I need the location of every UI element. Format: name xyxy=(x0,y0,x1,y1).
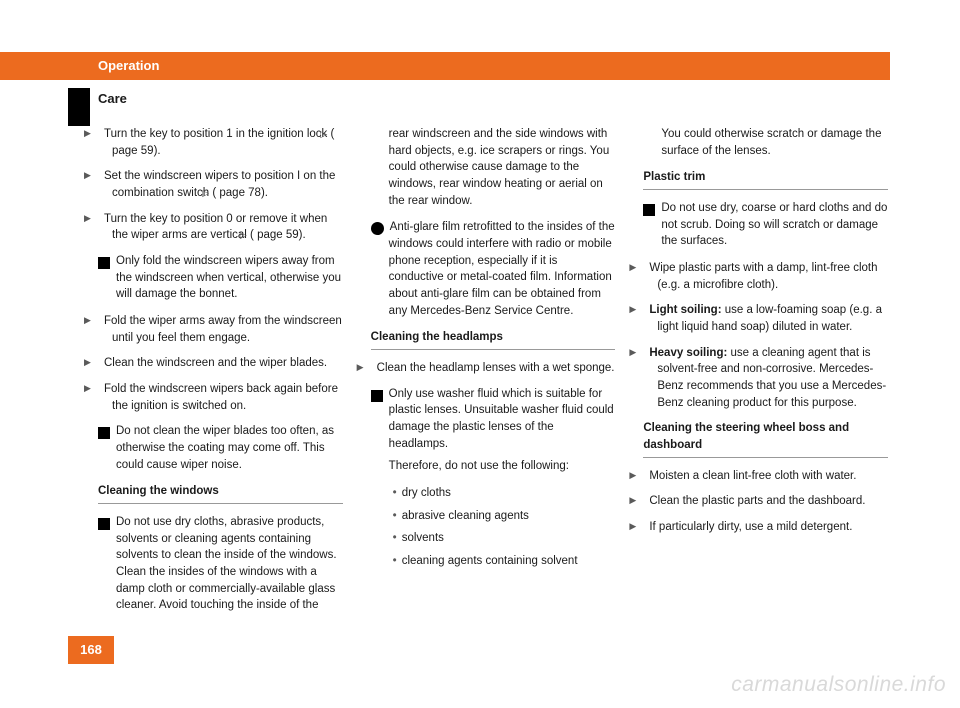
column-1: ▶Turn the key to position 1 in the ignit… xyxy=(98,126,343,624)
header-bar: Operation xyxy=(0,52,890,80)
step: ▶Turn the key to position 1 in the ignit… xyxy=(98,126,343,159)
column-2: rear windscreen and the side windows wit… xyxy=(371,126,616,624)
sub-heading: Plastic trim xyxy=(643,169,888,190)
list-item: •dry cloths xyxy=(389,485,616,502)
sub-heading: Cleaning the steering wheel boss and das… xyxy=(643,420,888,457)
step: ▶Set the windscreen wipers to position I… xyxy=(98,168,343,201)
step: ▶Clean the headlamp lenses with a wet sp… xyxy=(371,360,616,377)
continuation-text: rear windscreen and the side windows wit… xyxy=(371,126,616,209)
content-columns: ▶Turn the key to position 1 in the ignit… xyxy=(98,126,888,624)
sub-heading: Cleaning the headlamps xyxy=(371,329,616,350)
bullet-icon: • xyxy=(393,532,397,544)
warning-icon: ! xyxy=(98,257,110,269)
continuation-text: You could otherwise scratch or damage th… xyxy=(643,126,888,159)
warning-icon: ! xyxy=(371,390,383,402)
warning-icon: ! xyxy=(98,427,110,439)
step: ▶Clean the windscreen and the wiper blad… xyxy=(98,355,343,372)
section-title: Care xyxy=(98,90,127,109)
warning-icon: ! xyxy=(643,204,655,216)
warning-note: !Do not clean the wiper blades too often… xyxy=(98,423,343,473)
bullet-icon: • xyxy=(393,555,397,567)
warning-note: !Only fold the windscreen wipers away fr… xyxy=(98,253,343,303)
list-item: •cleaning agents containing solvent xyxy=(389,553,616,570)
list-item: •solvents xyxy=(389,530,616,547)
header-title: Operation xyxy=(98,57,159,76)
info-note: iAnti-glare film retrofitted to the insi… xyxy=(371,219,616,319)
warning-note: !Only use washer fluid which is suitable… xyxy=(371,386,616,453)
step: ▶Heavy soiling: use a cleaning agent tha… xyxy=(643,345,888,412)
note-continuation: Therefore, do not use the following: xyxy=(371,458,616,475)
step: ▶Clean the plastic parts and the dashboa… xyxy=(643,493,888,510)
step: ▶If particularly dirty, use a mild deter… xyxy=(643,519,888,536)
watermark: carmanualsonline.info xyxy=(731,670,946,700)
bullet-icon: • xyxy=(393,510,397,522)
column-3: You could otherwise scratch or damage th… xyxy=(643,126,888,624)
warning-note: !Do not use dry, coarse or hard cloths a… xyxy=(643,200,888,250)
step: ▶Light soiling: use a low-foaming soap (… xyxy=(643,302,888,335)
step: ▶Turn the key to position 0 or remove it… xyxy=(98,211,343,244)
info-icon: i xyxy=(371,222,384,235)
list-item: •abrasive cleaning agents xyxy=(389,508,616,525)
step: ▶Fold the windscreen wipers back again b… xyxy=(98,381,343,414)
step: ▶Fold the wiper arms away from the winds… xyxy=(98,313,343,346)
step: ▶Wipe plastic parts with a damp, lint-fr… xyxy=(643,260,888,293)
warning-icon: ! xyxy=(98,518,110,530)
warning-note: !Do not use dry cloths, abrasive product… xyxy=(98,514,343,614)
bullet-icon: • xyxy=(393,487,397,499)
sub-heading: Cleaning the windows xyxy=(98,483,343,504)
page-number: 168 xyxy=(68,636,114,664)
page-tab xyxy=(68,88,90,126)
step: ▶Moisten a clean lint-free cloth with wa… xyxy=(643,468,888,485)
